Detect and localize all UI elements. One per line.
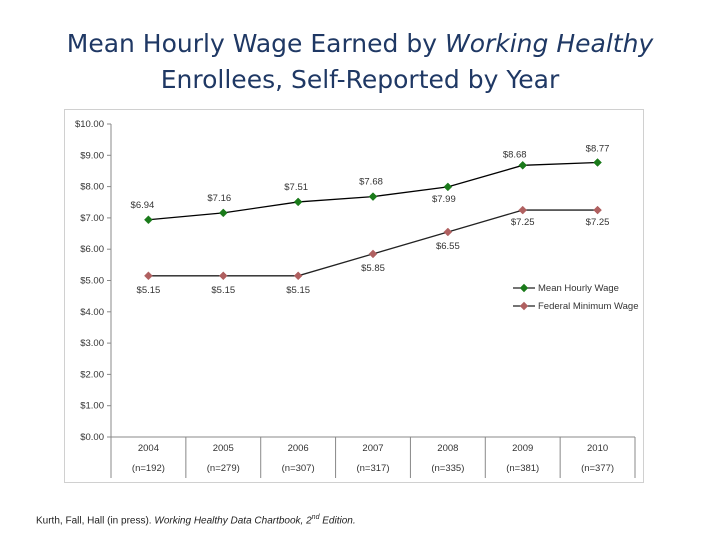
data-point-marker: [443, 182, 453, 192]
wage-line-chart: $0.00 $1.00 $2.00 $3.00 $4.00 $5.00 $6.00 $7.00…: [75, 119, 638, 478]
title-italic: Working Healthy: [444, 29, 654, 58]
slide-title: Mean Hourly Wage Earned by Working Healt…: [0, 26, 720, 98]
x-sample-size-label: (n=307): [282, 463, 315, 474]
x-sample-size-label: (n=335): [431, 463, 464, 474]
series-line-mean-hourly-wage: [148, 161, 598, 221]
data-label: $5.85: [361, 263, 385, 274]
citation-edition-sup: nd: [311, 514, 320, 521]
data-label: $6.55: [436, 241, 460, 252]
legend-marker: [519, 301, 529, 311]
chart-frame: $0.00 $1.00 $2.00 $3.00 $4.00 $5.00 $6.00 $7.00…: [64, 109, 644, 483]
citation-edition-rest: Edition.: [319, 515, 356, 527]
data-label: $5.15: [286, 285, 310, 296]
y-tick-label: $6.00: [80, 244, 104, 255]
y-tick-label: $1.00: [80, 401, 104, 412]
x-sample-size-label: (n=381): [506, 463, 539, 474]
legend-label: Mean Hourly Wage: [538, 283, 619, 294]
data-point-marker: [443, 227, 453, 237]
data-point-marker: [593, 205, 602, 215]
data-label: $7.51: [284, 182, 308, 193]
data-label: $6.94: [131, 200, 155, 211]
citation: Kurth, Fall, Hall (in press). Working He…: [36, 514, 356, 526]
data-point-marker: [518, 160, 528, 170]
data-point-marker: [518, 205, 528, 215]
x-tick-label: 2006: [288, 443, 309, 454]
x-tick-label: 2010: [587, 443, 608, 454]
citation-book: Working Healthy Data Chartbook,: [154, 515, 307, 527]
data-label: $7.16: [207, 193, 231, 204]
x-tick-label: 2007: [362, 443, 383, 454]
data-point-marker: [293, 197, 303, 207]
citation-authors: Kurth, Fall, Hall (in press).: [36, 515, 155, 527]
y-tick-label: $4.00: [80, 307, 104, 318]
y-tick-label: $3.00: [80, 338, 104, 349]
y-tick-label: $7.00: [80, 213, 104, 224]
data-label: $7.99: [432, 194, 456, 205]
data-label: $7.68: [359, 177, 383, 188]
data-label: $8.68: [503, 149, 527, 160]
data-label: $7.25: [586, 217, 610, 228]
y-tick-label: $2.00: [80, 369, 104, 380]
x-sample-size-label: (n=279): [207, 463, 240, 474]
data-point-marker: [368, 192, 378, 201]
data-label: $8.77: [586, 143, 610, 154]
x-tick-label: 2005: [213, 443, 234, 454]
y-tick-label: $5.00: [80, 276, 104, 287]
data-point-marker: [218, 208, 228, 218]
y-tick-label: $0.00: [80, 432, 104, 443]
data-point-marker: [144, 271, 153, 281]
x-tick-label: 2009: [512, 443, 533, 454]
x-sample-size-label: (n=317): [356, 463, 389, 474]
data-point-marker: [218, 271, 228, 281]
data-point-marker: [368, 249, 378, 259]
y-tick-label: $10.00: [75, 119, 104, 130]
citation-edition-num: 2: [306, 515, 312, 527]
data-point-marker: [144, 215, 153, 225]
data-point-marker: [293, 271, 303, 281]
y-tick-label: $9.00: [80, 150, 104, 161]
legend-marker: [519, 283, 529, 293]
x-sample-size-label: (n=192): [132, 463, 165, 474]
x-tick-label: 2004: [138, 443, 159, 454]
x-sample-size-label: (n=377): [581, 463, 614, 474]
legend-label: Federal Minimum Wage: [538, 301, 638, 312]
title-part1: Mean Hourly Wage Earned by: [66, 29, 445, 58]
data-label: $7.25: [511, 217, 535, 228]
data-point-marker: [593, 158, 602, 167]
x-tick-label: 2008: [437, 443, 458, 454]
data-label: $5.15: [137, 285, 161, 296]
data-label: $5.15: [211, 285, 235, 296]
y-tick-label: $8.00: [80, 182, 104, 193]
title-part2: Enrollees, Self-Reported by Year: [160, 65, 560, 94]
